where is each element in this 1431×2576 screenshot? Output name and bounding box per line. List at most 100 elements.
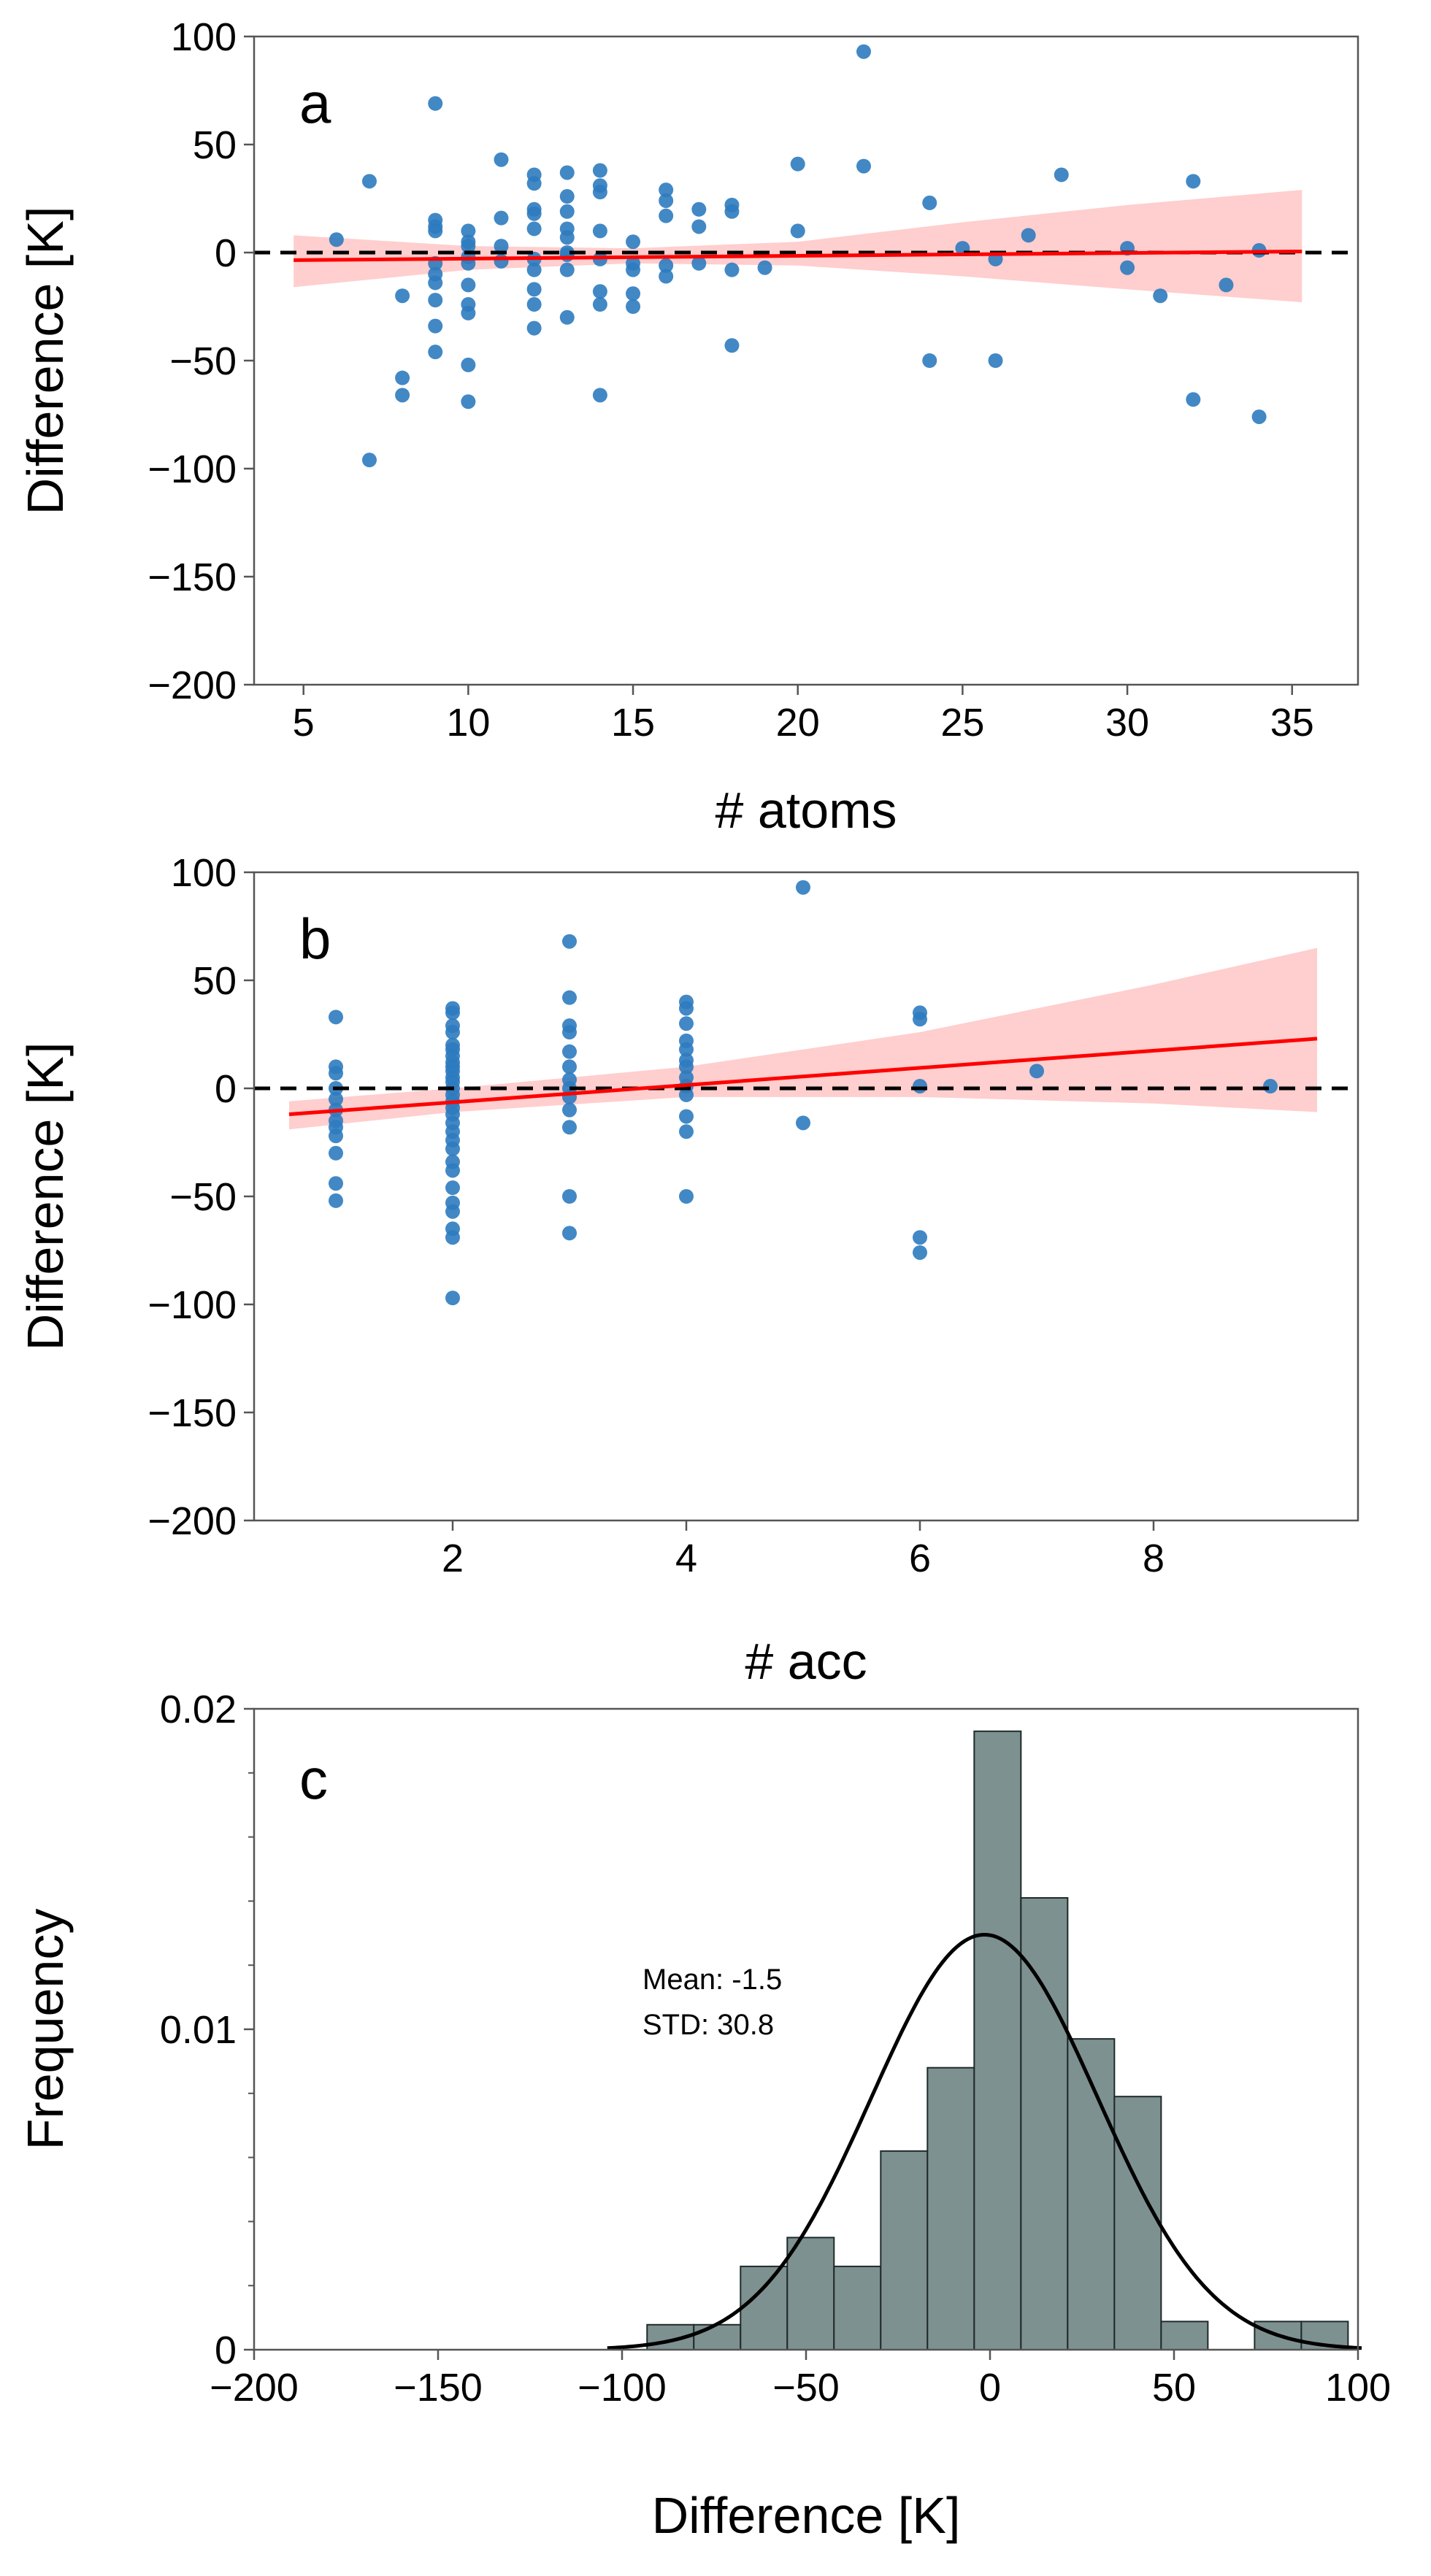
panel-a-frame [253,35,1359,686]
panel-a-ylabel: Difference [K] [17,207,74,515]
panel-b-ytick-label: −50 [169,1175,237,1219]
panel-a-point [559,247,575,262]
panel-a-point [461,394,476,410]
panel-b-frame [253,871,1359,1522]
panel-a-point [1219,277,1234,293]
panel-b-point [1029,1064,1044,1079]
panel-a-ytick-label: 50 [193,123,237,167]
panel-a-point [461,223,476,239]
panel-b-point [913,1230,927,1245]
panel-b-point [562,1120,577,1135]
panel-b-ytick-label: −150 [147,1391,237,1435]
panel-c-bar [833,2265,882,2351]
panel-b-xtick-label: 8 [1143,1537,1165,1580]
panel-c-xtick-label: 100 [1325,2366,1391,2410]
panel-b-ytick-label: 100 [171,851,237,895]
panel-a-point [494,239,509,254]
panel-b-xtick-label: 2 [442,1537,464,1580]
panel-b-point [329,1066,343,1081]
panel-b-point [445,1291,460,1306]
panel-b-point [913,1245,927,1260]
panel-c-xlabel: Difference [K] [652,2487,961,2544]
panel-a-point [461,239,476,254]
panel-b-point [1263,1079,1278,1094]
panel-a-xtick-label: 25 [940,701,984,745]
panel-a-point [329,232,344,247]
panel-a-xtick-label: 35 [1270,701,1314,745]
panel-a-point [1186,392,1201,407]
panel-a-point [1251,409,1267,424]
panel-a-point [724,262,740,277]
panel-a-xtick-label: 5 [293,701,315,745]
panel-b-point [329,1193,343,1208]
panel-b-ylabel: Difference [K] [17,1042,74,1351]
panel-a-point [626,262,641,277]
panel-b-point [679,1042,694,1057]
panel-a-ytick-label: −150 [147,555,237,599]
panel-b-xlabel: # acc [745,1633,867,1690]
panel-b-ytick-label: −100 [147,1283,237,1327]
panel-b-ytick-label: 50 [193,959,237,1003]
panel-b-point [562,1059,577,1074]
panel-b-point [679,1059,694,1074]
panel-c-bar [693,2323,742,2351]
panel-a-data [254,44,1358,468]
panel-b-ytick-label: 0 [215,1067,237,1111]
panel-b-point [562,1189,577,1204]
panel-c-ylabel: Frequency [17,1909,74,2150]
panel-c-ytick-label: 0.01 [160,2008,237,2052]
panel-a-point [659,208,674,223]
panel-c-bar [1160,2321,1209,2350]
panel-c-xtick-label: −50 [772,2366,840,2410]
panel-a-point [361,453,377,468]
panel-a-point [1120,260,1135,275]
panel-c-bar [1113,2096,1162,2350]
panel-a-point [428,223,443,239]
panel-a-point [395,388,410,403]
panel-a-point [592,223,607,239]
panel-b-point [679,1016,694,1031]
panel-c-normal-curve [607,1933,1362,2350]
panel-a-point [526,320,542,336]
panel-b-point [913,1012,927,1027]
panel-c: c Mean: -1.5 STD: 30.8 Difference [K] Fr… [17,1688,1391,2544]
panel-a-xtick-label: 15 [611,701,655,745]
panel-a-point [494,152,509,167]
panel-a-point [659,182,674,198]
panel-a-point [592,284,607,299]
panel-b-point [679,1124,694,1139]
panel-a-point [526,282,542,297]
panel-a-point [691,255,707,271]
panel-b-point [445,1005,460,1020]
panel-c-bar [1067,2038,1116,2350]
panel-a-point [526,176,542,191]
panel-c-ticks: −200 −150 −100 −50 0 50 100 0.02 0.01 0 [160,1688,1391,2410]
panel-b: b # acc Difference [K] 2 4 6 8 100 50 0 −50 −100… [17,851,1359,1690]
panel-a-point [691,219,707,234]
panel-b-point [562,1102,577,1118]
panel-a-point [526,262,542,277]
panel-a-point [428,318,443,334]
panel-a-point [526,297,542,312]
panel-b-point [562,934,577,949]
panel-a-point [922,195,937,210]
panel-b-point [562,1025,577,1040]
panel-a-point [395,370,410,385]
panel-b-point [329,1145,343,1161]
panel-a-xtick-label: 30 [1105,701,1149,745]
panel-b-point [796,880,810,895]
panel-a-point [592,297,607,312]
panel-a-point [626,299,641,314]
panel-b-ticks: 2 4 6 8 100 50 0 −50 −100 −150 −200 [147,851,1165,1580]
panel-b-point [445,1204,460,1219]
panel-b-point [679,1109,694,1124]
panel-c-xtick-label: −200 [210,2366,299,2410]
panel-b-point [445,1141,460,1156]
panel-b-point [562,990,577,1005]
panel-a-point [626,234,641,250]
panel-a-point [559,309,575,325]
panel-a-ytick-label: 0 [215,231,237,275]
panel-a-xlabel: # atoms [716,782,897,839]
panel-a-point [724,338,740,353]
panel-a-point [461,357,476,372]
